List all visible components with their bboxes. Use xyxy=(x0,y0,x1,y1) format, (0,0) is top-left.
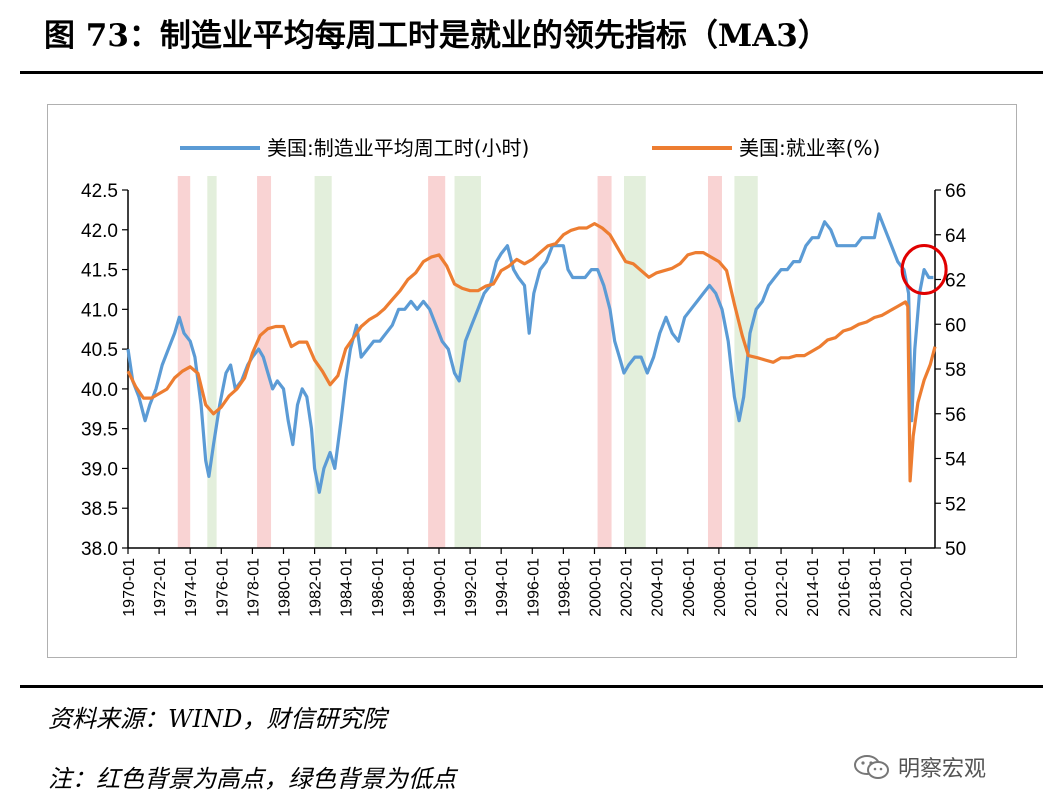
employment-series-line xyxy=(126,222,937,483)
peak-band xyxy=(177,176,191,548)
watermark: 明察宏观 xyxy=(852,752,986,782)
right-tick-label: 64 xyxy=(945,226,967,247)
footer-rule xyxy=(20,685,1043,688)
left-tick-label: 41.5 xyxy=(81,261,118,282)
peak-band xyxy=(597,176,612,548)
right-tick-label: 66 xyxy=(945,181,966,202)
legend-employment-label: 美国:就业率(%) xyxy=(739,136,880,160)
left-tick-label: 40.5 xyxy=(81,340,118,361)
left-tick-label: 38.0 xyxy=(81,539,118,560)
x-tick-label: 1974-01 xyxy=(183,558,200,617)
x-tick-label: 2006-01 xyxy=(681,558,698,617)
x-tick-label: 2008-01 xyxy=(712,558,729,617)
x-tick-label: 2002-01 xyxy=(619,558,636,617)
x-tick-label: 1986-01 xyxy=(370,558,387,617)
peak-band xyxy=(428,176,446,548)
axes: 38.0 38.5 39.0 39.5 40.0 40.5 41.0 41.5 42.0 42.5… xyxy=(81,181,967,617)
x-tick-label: 2014-01 xyxy=(805,558,822,617)
x-tick-label: 1988-01 xyxy=(401,558,418,617)
x-tick-label: 2016-01 xyxy=(836,558,853,617)
peak-band xyxy=(707,176,722,548)
trough-band xyxy=(454,176,481,548)
left-tick-label: 42.0 xyxy=(81,221,118,242)
series-lines xyxy=(126,212,937,494)
hours-series-line xyxy=(126,212,934,494)
left-tick-label: 39.5 xyxy=(81,420,118,441)
annotations xyxy=(900,244,948,296)
watermark-text: 明察宏观 xyxy=(898,757,987,782)
x-tick-label: 1972-01 xyxy=(152,558,169,617)
right-tick-label: 62 xyxy=(945,271,966,292)
highlight-circle xyxy=(900,244,948,296)
left-tick-label: 39.0 xyxy=(81,459,118,480)
x-tick-label: 2020-01 xyxy=(898,558,915,617)
legend-note: 注：红色背景为高点，绿色背景为低点 xyxy=(48,765,456,793)
right-tick-label: 54 xyxy=(945,450,967,471)
trough-band xyxy=(207,176,217,548)
x-tick-label: 1980-01 xyxy=(276,558,293,617)
x-tick-label: 2004-01 xyxy=(650,558,667,617)
x-tick-label: 1992-01 xyxy=(463,558,480,617)
right-tick-label: 52 xyxy=(945,494,966,515)
x-tick-label: 1976-01 xyxy=(214,558,231,617)
x-tick-label: 2000-01 xyxy=(587,558,604,617)
right-tick-label: 58 xyxy=(945,360,966,381)
x-tick-label: 2012-01 xyxy=(774,558,791,617)
right-tick-label: 56 xyxy=(945,405,966,426)
figure-title: 图 73：制造业平均每周工时是就业的领先指标（MA3） xyxy=(44,18,829,54)
wechat-icon xyxy=(854,755,889,779)
x-tick-label: 1990-01 xyxy=(432,558,449,617)
x-tick-label: 1998-01 xyxy=(556,558,573,617)
x-tick-label: 1984-01 xyxy=(339,558,356,617)
title-rule xyxy=(20,71,1043,74)
legend-hours-label: 美国:制造业平均周工时(小时) xyxy=(267,136,529,160)
x-tick-label: 1996-01 xyxy=(525,558,542,617)
legend: 美国:制造业平均周工时(小时) 美国:就业率(%) xyxy=(180,136,880,160)
x-tick-label: 1994-01 xyxy=(494,558,511,617)
x-tick-label: 1970-01 xyxy=(121,558,138,617)
x-tick-label: 2018-01 xyxy=(867,558,884,617)
source-note: 资料来源：WIND，财信研究院 xyxy=(48,705,387,733)
left-tick-label: 42.5 xyxy=(81,181,118,202)
left-tick-label: 40.0 xyxy=(81,380,118,401)
left-tick-label: 38.5 xyxy=(81,499,118,520)
right-tick-label: 50 xyxy=(945,539,966,560)
x-tick-label: 1978-01 xyxy=(245,558,262,617)
right-tick-label: 60 xyxy=(945,315,966,336)
x-tick-label: 2010-01 xyxy=(743,558,760,617)
left-tick-label: 41.0 xyxy=(81,300,118,321)
x-tick-label: 1982-01 xyxy=(308,558,325,617)
